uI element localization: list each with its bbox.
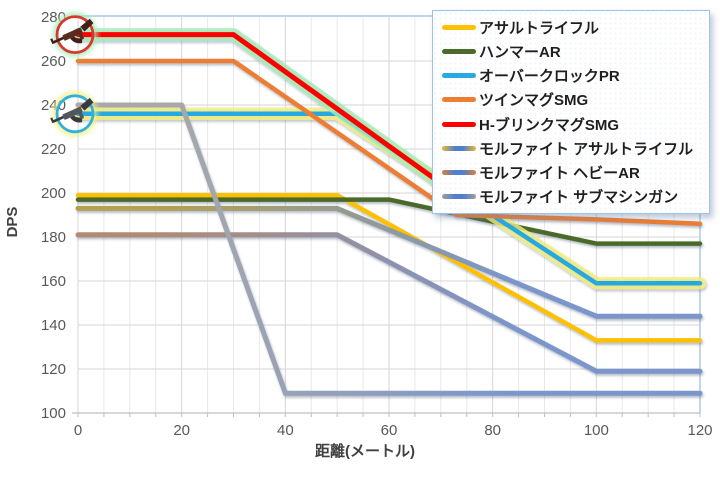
legend-swatch	[442, 48, 476, 54]
y-tick-label: 260	[41, 53, 66, 70]
y-tick-label: 120	[41, 361, 66, 378]
assault-rifle-icon	[50, 97, 94, 124]
legend-label: ハンマーAR	[479, 43, 561, 61]
highlight-marker-overclock_pr	[49, 87, 101, 140]
legend-item-twinmag-smg: ツインマグSMG	[442, 88, 709, 112]
series-line-morphite_submachine_gun	[75, 102, 703, 396]
x-axis-title: 距離(メートル)	[315, 442, 415, 460]
highlight-marker-layer	[49, 8, 101, 140]
series-line-twinmag_smg	[75, 58, 703, 227]
y-axis-title: DPS	[4, 207, 21, 238]
legend-item-morphite-submachine-gun: モルファイト サブマシンガン	[442, 185, 709, 209]
y-tick-label: 140	[41, 317, 66, 334]
legend-swatch	[442, 170, 476, 176]
legend-label: オーバークロックPR	[479, 68, 620, 86]
x-tick-label: 120	[687, 422, 712, 439]
legend-label: モルファイト ヘビーAR	[479, 165, 640, 183]
y-tick-label: 220	[41, 141, 66, 158]
legend-swatch	[442, 121, 476, 127]
legend-item-assault-rifle: アサルトライフル	[442, 15, 709, 39]
series-line-morphite_heavy_ar	[75, 232, 703, 374]
legend-label: H-ブリンクマグSMG	[479, 116, 619, 134]
series-line-assault_rifle	[75, 192, 703, 343]
legend-swatch	[442, 145, 476, 151]
highlight-marker-h_blinkmag_smg	[49, 8, 101, 61]
legend-swatch	[442, 73, 476, 79]
legend-swatch	[442, 97, 476, 103]
series-line-morphite_assault_rifle	[75, 205, 703, 319]
legend-item-hammer-ar: ハンマーAR	[442, 39, 709, 63]
y-tick-label: 160	[41, 273, 66, 290]
legend-item-h-blinkmag-smg: H-ブリンクマグSMG	[442, 112, 709, 136]
legend-item-overclock-pr: オーバークロックPR	[442, 64, 709, 88]
y-tick-label: 180	[41, 229, 66, 246]
x-tick-label: 0	[74, 422, 82, 439]
y-tick-label: 200	[41, 185, 66, 202]
legend-label: ツインマグSMG	[479, 92, 589, 110]
legend-label: アサルトライフル	[479, 19, 600, 37]
assault-rifle-icon	[50, 18, 94, 45]
y-tick-label: 100	[41, 405, 66, 422]
legend-label: モルファイト サブマシンガン	[479, 189, 679, 207]
x-tick-label: 100	[584, 422, 609, 439]
legend-swatch	[442, 24, 476, 30]
x-tick-label: 20	[173, 422, 190, 439]
x-tick-label: 80	[484, 422, 501, 439]
chart-legend: アサルトライフル ハンマーAR オーバークロックPR ツインマグSMG H-ブリ…	[432, 10, 710, 214]
x-tick-label: 60	[381, 422, 398, 439]
axis-layer	[72, 17, 701, 417]
legend-swatch	[442, 194, 476, 200]
legend-item-morphite-heavy-ar: モルファイト ヘビーAR	[442, 161, 709, 185]
x-tick-label: 40	[277, 422, 294, 439]
legend-label: モルファイト アサルトライフル	[479, 140, 694, 158]
legend-item-morphite-assault-rifle: モルファイト アサルトライフル	[442, 136, 709, 160]
